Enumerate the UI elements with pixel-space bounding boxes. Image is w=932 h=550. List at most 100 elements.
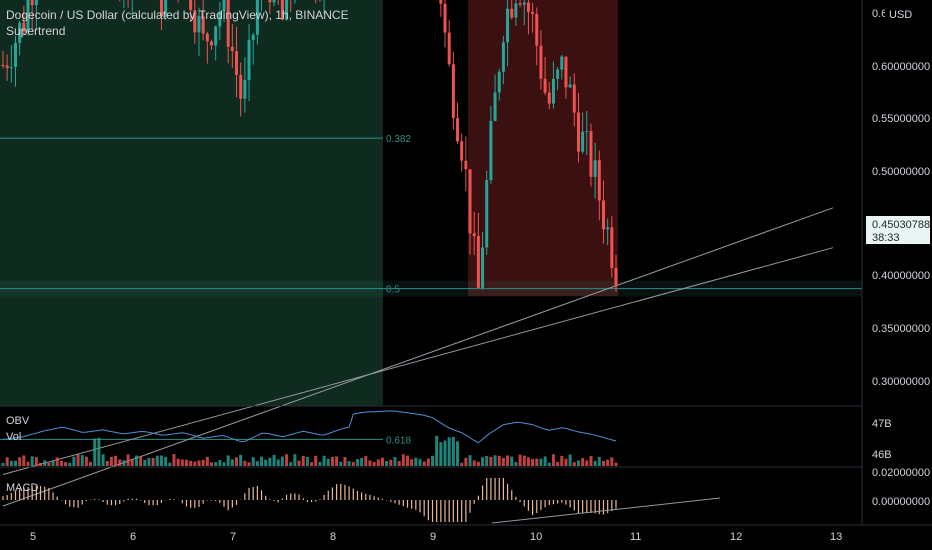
fib-label: 0.618 <box>386 435 411 446</box>
volume-bar <box>593 460 597 466</box>
volume-bar <box>518 454 522 466</box>
volume-bar <box>568 454 572 466</box>
volume-bar <box>9 460 13 466</box>
volume-bar <box>351 461 355 466</box>
obv-label[interactable]: OBV <box>6 415 30 427</box>
volume-bar <box>464 457 468 466</box>
volume-bar <box>59 460 63 466</box>
time-tick: 11 <box>630 531 641 543</box>
volume-bar <box>243 460 247 466</box>
downtrend-zone <box>468 0 618 296</box>
candle-body <box>597 160 601 201</box>
volume-bar <box>264 459 268 466</box>
candle-body <box>522 2 526 5</box>
candle-body <box>193 10 197 33</box>
time-axis[interactable]: 5 6 7 8 9 10 11 12 13 <box>30 531 842 543</box>
volume-bar <box>301 455 305 466</box>
fib-label: 0.5 <box>386 285 400 296</box>
volume-bar <box>335 456 339 466</box>
volume-bar <box>189 460 193 466</box>
price-axis[interactable]: 0.6 USD 0.60000000 0.55000000 0.50000000… <box>866 5 930 388</box>
uptrend-zone <box>0 0 383 406</box>
volume-bar <box>101 454 105 466</box>
candle-body <box>447 32 451 65</box>
candle-body <box>189 0 193 11</box>
volume-bar <box>556 461 560 466</box>
indicator-label[interactable]: Supertrend <box>6 24 65 38</box>
price-tick: 0.50000000 <box>872 166 930 178</box>
volume-bar <box>268 457 272 466</box>
last-price: 0.45030788 <box>872 219 930 231</box>
obv-tick: 47B <box>872 418 892 430</box>
volume-bar <box>22 455 26 466</box>
volume-bar <box>55 457 59 466</box>
macd-label[interactable]: MACD <box>6 482 38 494</box>
candle-body <box>576 112 580 152</box>
candle-body <box>30 0 34 6</box>
candle-body <box>9 66 13 69</box>
volume-bar <box>235 457 239 466</box>
volume-bar <box>614 462 618 466</box>
volume-bar <box>1 462 5 466</box>
candle-body <box>1 65 5 66</box>
trendline[interactable] <box>2 247 834 475</box>
price-tick: 0.40000000 <box>872 270 930 282</box>
volume-bar <box>159 455 163 466</box>
volume-bar <box>397 461 401 466</box>
volume-bar <box>47 462 51 466</box>
volume-bar <box>143 459 147 466</box>
macd-histogram <box>2 478 617 522</box>
volume-bar <box>297 460 301 466</box>
price-tick: 0.35000000 <box>872 323 930 335</box>
volume-bar <box>401 454 405 466</box>
candle-body <box>526 2 530 13</box>
volume-bar <box>481 457 485 466</box>
volume-bar <box>522 455 526 466</box>
macd-trendline[interactable] <box>491 497 721 524</box>
candle-body <box>497 71 501 93</box>
volume-bar <box>260 456 264 466</box>
candle-body <box>501 42 505 72</box>
candle-body <box>560 56 564 70</box>
volume-bar <box>180 459 184 466</box>
volume-bar <box>239 454 243 466</box>
volume-bar <box>414 457 418 466</box>
candle-body <box>230 46 234 52</box>
volume-bar <box>30 456 34 466</box>
volume-bar <box>485 456 489 466</box>
volume-bar <box>285 454 289 466</box>
volume-bar <box>230 459 234 466</box>
volume-bar <box>176 458 180 466</box>
volume-bar <box>84 456 88 466</box>
candle-body <box>164 0 168 17</box>
time-tick: 9 <box>430 531 436 543</box>
candle-body <box>210 41 213 46</box>
time-tick: 5 <box>30 531 36 543</box>
volume-bar <box>184 459 188 466</box>
volume-bar <box>376 459 380 466</box>
candle-body <box>468 169 472 234</box>
volume-bar <box>472 460 476 466</box>
volume-bar <box>89 461 93 466</box>
volume-bar <box>314 455 318 466</box>
candle-body <box>26 0 30 32</box>
candle-body <box>451 64 455 119</box>
last-price-badge <box>866 216 930 244</box>
volume-bar <box>456 441 460 466</box>
volume-bar <box>422 461 426 466</box>
time-tick: 12 <box>730 531 742 543</box>
volume-bar <box>289 462 293 466</box>
volume-bar <box>114 455 118 466</box>
currency-badge[interactable] <box>885 5 913 22</box>
fib-retracement[interactable]: 0.382 0.5 0.618 <box>0 134 862 446</box>
volume-bar <box>514 462 518 466</box>
supertrend-fills <box>0 0 618 406</box>
vol-label[interactable]: Vol <box>6 431 21 443</box>
candle-body <box>218 11 222 27</box>
volume-bar <box>272 454 276 466</box>
volume-bar <box>368 460 372 466</box>
candle-body <box>514 3 518 18</box>
volume-bar <box>535 458 539 466</box>
volume-bar <box>547 462 551 466</box>
